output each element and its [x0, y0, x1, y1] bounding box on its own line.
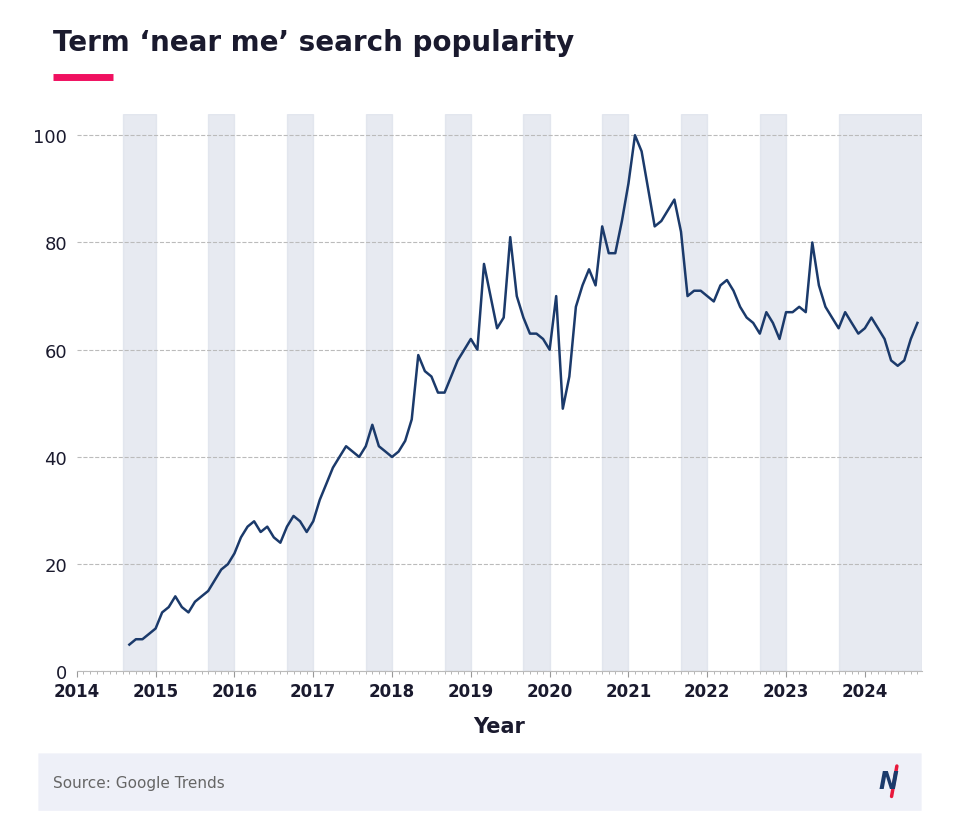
- Bar: [123, 115, 156, 672]
- FancyBboxPatch shape: [38, 753, 922, 811]
- Bar: [839, 115, 922, 672]
- Bar: [523, 115, 550, 672]
- Bar: [366, 115, 392, 672]
- X-axis label: Year: Year: [473, 717, 525, 736]
- Bar: [602, 115, 629, 672]
- Text: N: N: [879, 769, 899, 793]
- Text: Term ‘near me’ search popularity: Term ‘near me’ search popularity: [53, 29, 574, 57]
- Bar: [681, 115, 708, 672]
- Bar: [208, 115, 234, 672]
- Bar: [759, 115, 786, 672]
- Text: Source: Google Trends: Source: Google Trends: [53, 775, 225, 790]
- Bar: [287, 115, 313, 672]
- Bar: [444, 115, 470, 672]
